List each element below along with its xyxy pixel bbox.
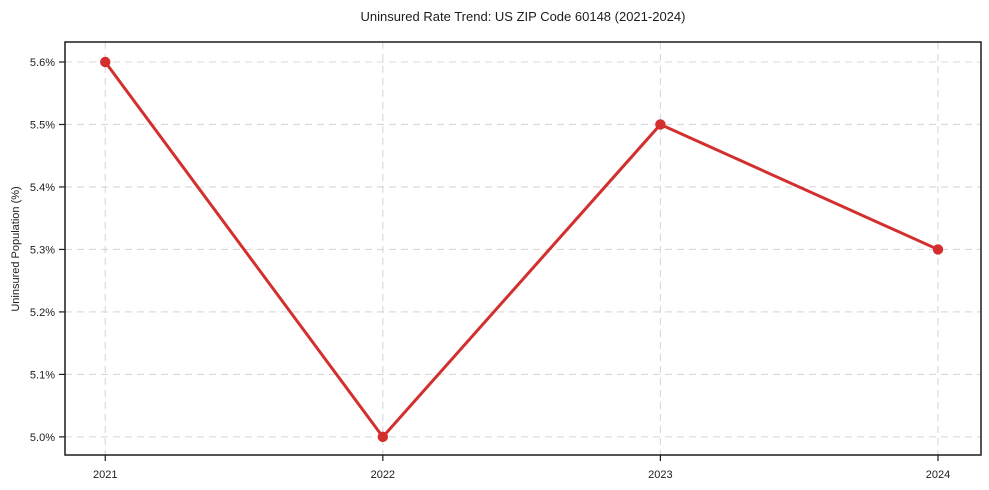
data-series: [100, 56, 944, 443]
y-tick-label: 5.0%: [30, 432, 55, 444]
data-point: [377, 431, 389, 443]
y-tick-label: 5.4%: [30, 182, 55, 194]
y-tick-label: 5.1%: [30, 369, 55, 381]
data-point: [655, 119, 666, 130]
plot-border: [64, 41, 982, 456]
x-tick-label: 2022: [371, 469, 395, 481]
data-point: [932, 244, 944, 255]
chart-title: Uninsured Rate Trend: US ZIP Code 60148 …: [361, 9, 686, 24]
axis-tick-labels: 5.0% 5.1% 5.2% 5.3% 5.4% 5.5% 5.6% 2021 2022 2023…: [30, 57, 950, 481]
gridlines: [65, 42, 981, 455]
y-tick-label: 5.5%: [30, 119, 55, 131]
x-tick-label: 2021: [93, 469, 117, 481]
data-point: [100, 56, 111, 68]
y-tick-label: 5.3%: [30, 244, 55, 256]
trend-line: [103, 60, 940, 439]
y-axis-label: Uninsured Population (%): [10, 186, 22, 311]
x-tick-label: 2024: [926, 469, 950, 481]
axis-ticks: [59, 61, 939, 461]
y-tick-label: 5.2%: [30, 307, 55, 319]
x-tick-label: 2023: [648, 469, 672, 481]
y-tick-label: 5.6%: [30, 57, 55, 69]
